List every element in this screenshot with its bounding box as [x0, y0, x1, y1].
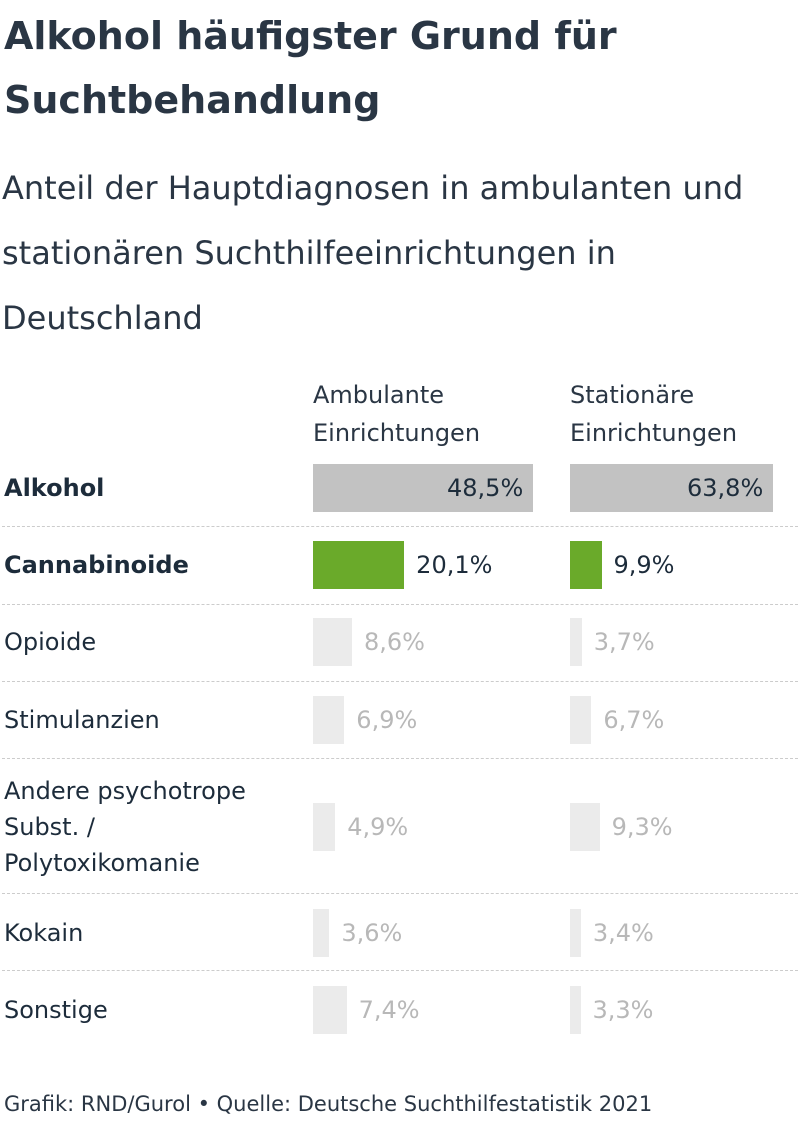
row-separator	[2, 681, 798, 682]
value-label: 4,9%	[347, 813, 409, 841]
source-note: Grafik: RND/Gurol • Quelle: Deutsche Suc…	[4, 1092, 653, 1116]
row-label: Opioide	[4, 628, 97, 656]
value-label: 9,3%	[611, 813, 673, 841]
chart-title: Alkohol häufigster Grund für Suchtbehand…	[4, 14, 617, 122]
bar	[570, 618, 582, 666]
row-separator	[2, 970, 798, 971]
bar	[570, 696, 592, 744]
row-label: Cannabinoide	[4, 551, 189, 579]
value-label: 20,1%	[416, 551, 493, 579]
bar	[313, 464, 533, 512]
bar	[570, 541, 602, 589]
row-separator	[2, 758, 798, 759]
bar	[570, 464, 773, 512]
row-label: Sonstige	[4, 996, 108, 1024]
value-label: 7,4%	[358, 996, 420, 1024]
bar	[313, 986, 347, 1034]
value-label: 6,7%	[603, 706, 665, 734]
value-label: 48,5%	[447, 474, 524, 502]
row-label: Andere psychotrope Subst. / Polytoxikoma…	[4, 777, 246, 877]
value-label: 3,4%	[592, 919, 654, 947]
column-header: Stationäre Einrichtungen	[570, 381, 738, 447]
bar	[313, 541, 405, 589]
chart-subtitle: Anteil der Hauptdiagnosen in ambulanten …	[2, 169, 744, 337]
row-separator	[2, 526, 798, 527]
value-label: 9,9%	[613, 551, 675, 579]
bar	[313, 803, 336, 851]
row-separator	[2, 604, 798, 605]
bar	[313, 618, 352, 666]
value-label: 8,6%	[364, 628, 425, 656]
column-header: Ambulante Einrichtungen	[313, 381, 481, 447]
bar	[313, 696, 345, 744]
row-separator	[2, 893, 798, 894]
value-label: 3,3%	[592, 996, 654, 1024]
bar	[570, 909, 581, 957]
value-label: 63,8%	[687, 474, 764, 502]
row-label: Kokain	[4, 919, 84, 947]
bar	[313, 909, 330, 957]
row-label: Stimulanzien	[4, 706, 160, 734]
value-label: 6,9%	[356, 706, 418, 734]
bar	[570, 803, 600, 851]
value-label: 3,7%	[593, 628, 655, 656]
value-label: 3,6%	[341, 919, 403, 947]
bar	[570, 986, 581, 1034]
row-label: Alkohol	[4, 474, 105, 502]
